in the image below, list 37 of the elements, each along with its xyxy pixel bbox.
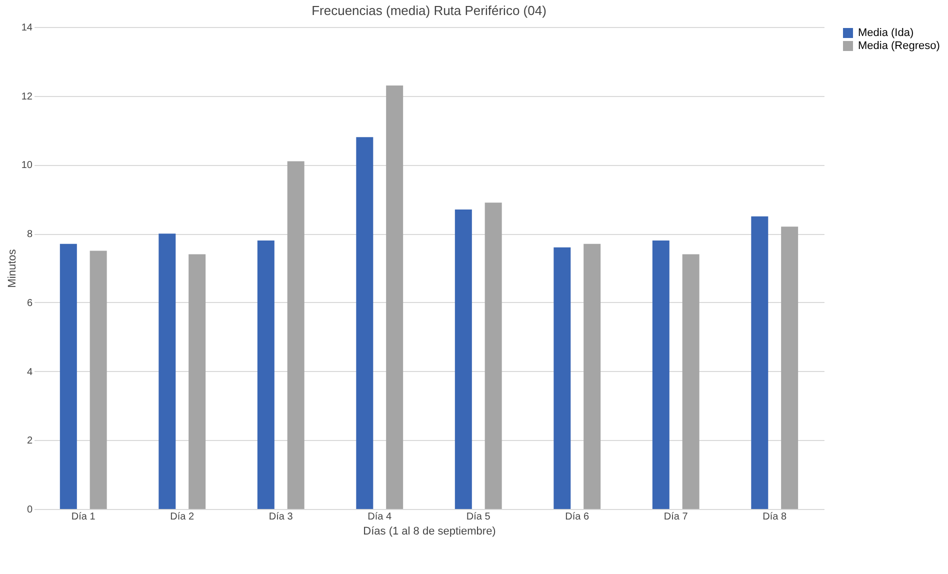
bar [90,250,107,509]
y-tick-label: 4 [26,366,33,378]
x-axis-title: Días (1 al 8 de septiembre) [363,526,496,538]
y-tick-label: 0 [26,504,33,516]
y-tick-label: 6 [26,298,33,309]
y-axis-title: Minutos [6,248,18,288]
bar [158,234,176,509]
y-tick-label: 12 [21,91,33,102]
legend-label: Media (Regreso) [858,40,940,52]
bar [257,240,274,509]
x-tick-label: Día 7 [664,512,688,522]
bar [454,209,472,509]
bar [188,254,206,509]
bar [652,240,670,509]
x-tick-label: Día 6 [565,512,590,522]
y-tick-label: 10 [21,160,33,172]
x-tick-label: Día 8 [762,512,788,522]
x-tick-label: Día 1 [71,512,96,522]
bar [287,161,304,509]
x-tick-label: Día 3 [268,512,294,522]
x-tick-label: Día 2 [170,512,195,522]
bar [781,226,798,509]
legend-label: Media (Ida) [858,27,914,39]
bar [484,202,502,509]
bar [682,254,700,509]
bar [751,216,768,509]
y-tick-label: 2 [26,436,33,447]
bar [554,247,571,509]
chart-title: Frecuencias (media) Ruta Periférico (04) [312,3,546,18]
bar [386,86,404,509]
x-tick-label: Día 5 [466,512,491,522]
y-tick-label: 8 [26,229,33,240]
bar [60,244,77,509]
y-tick-label: 14 [21,22,33,34]
bar [584,244,601,509]
x-tick-label: Día 4 [368,512,392,522]
bar [356,137,374,509]
